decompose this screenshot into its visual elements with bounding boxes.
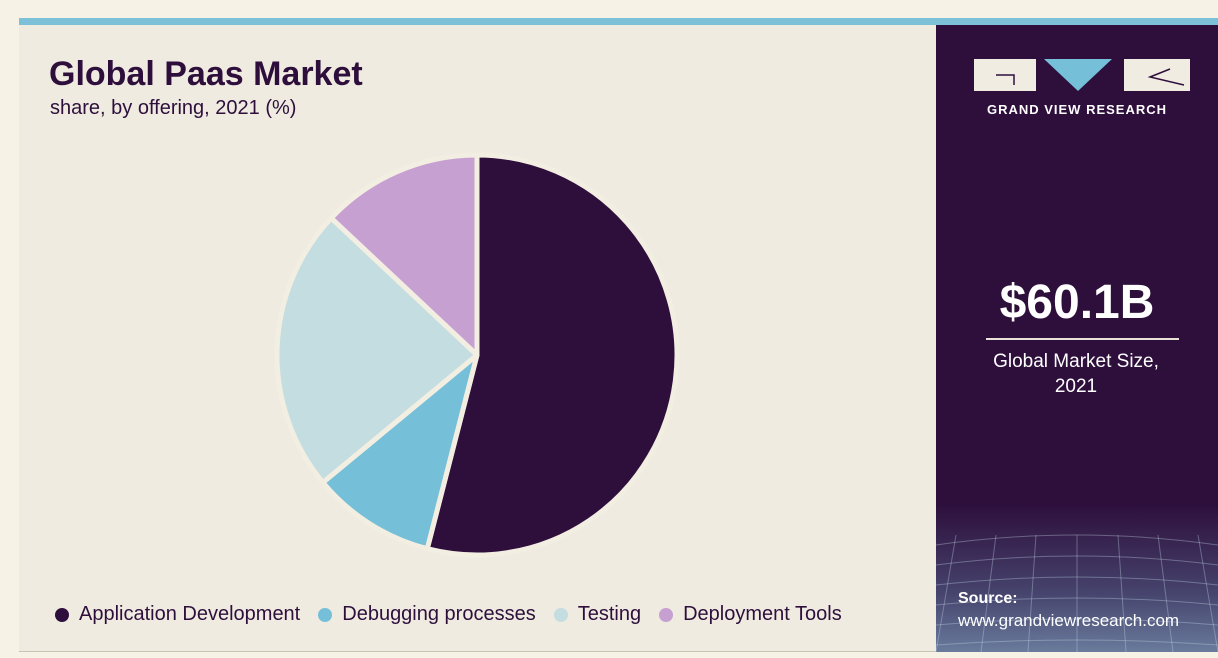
pie-slice-debugging-processes	[320, 352, 480, 552]
legend-item: Application Development	[55, 603, 300, 626]
chart-subtitle: share, by offering, 2021 (%)	[50, 97, 297, 119]
chart-legend: Application Development Debugging process…	[55, 603, 860, 626]
legend-swatch	[318, 607, 333, 622]
sidebar-panel: GRAND VIEW RESEARCH $60.1B Global Market…	[936, 25, 1218, 652]
legend-label: Deployment Tools	[683, 603, 842, 625]
legend-swatch	[55, 607, 69, 622]
legend-item: Testing	[553, 603, 642, 626]
legend-item: Debugging processes	[318, 603, 536, 626]
chart-title: Global Paas Market	[49, 55, 363, 93]
legend-label: Debugging processes	[342, 603, 536, 625]
legend-swatch	[553, 607, 568, 622]
brand-name: GRAND VIEW RESEARCH	[986, 102, 1168, 117]
legend-label: Testing	[577, 603, 642, 625]
pie-chart	[274, 152, 680, 558]
source-link[interactable]: www.grandviewresearch.com	[958, 611, 1180, 630]
chart-card: Global Paas Market share, by offering, 2…	[19, 18, 1218, 652]
pie-slice-application-development	[424, 152, 680, 558]
decorative-grid	[936, 505, 1218, 652]
pie-slice-testing	[274, 215, 480, 485]
legend-label: Application Development	[79, 603, 301, 625]
pie-slice-deployment-tools	[328, 152, 480, 358]
legend-swatch	[659, 607, 674, 622]
market-size-label: Global Market Size, 2021	[993, 351, 1159, 397]
kpi-divider	[986, 338, 1179, 340]
grand-view-research-logo	[974, 59, 1190, 91]
legend-item: Deployment Tools	[659, 603, 842, 626]
market-size-value: $60.1B	[999, 276, 1155, 329]
source-label: Source:	[958, 590, 1018, 607]
